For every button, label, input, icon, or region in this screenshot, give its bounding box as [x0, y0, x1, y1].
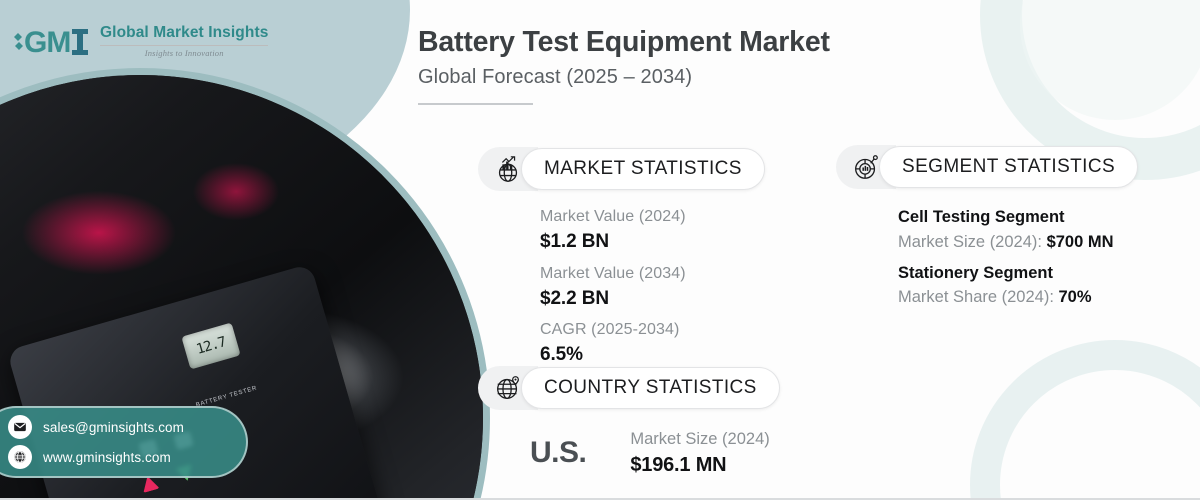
- market-value-2024-label: Market Value (2024): [540, 208, 686, 225]
- segment-0-name: Cell Testing Segment: [898, 208, 1065, 226]
- market-statistics-header: MARKET STATISTICS: [478, 147, 765, 191]
- segment-statistics-pill[interactable]: SEGMENT STATISTICS: [879, 146, 1139, 188]
- market-statistics-section: MARKET STATISTICS Market Value (2024) $1…: [478, 147, 765, 375]
- contact-email: sales@gminsights.com: [43, 419, 185, 435]
- country-metric-value: $196.1 MN: [630, 453, 727, 476]
- globe-icon: [8, 445, 32, 469]
- segment-0-metric-value: $700 MN: [1046, 232, 1114, 251]
- page-subtitle: Global Forecast (2025 – 2034): [418, 65, 693, 88]
- cagr-value: 6.5%: [540, 344, 583, 366]
- segment-statistics-section: SEGMENT STATISTICS Cell Testing Segment …: [836, 145, 1139, 316]
- country-statistics-label: COUNTRY STATISTICS: [544, 377, 757, 398]
- segment-statistics-label: SEGMENT STATISTICS: [902, 156, 1116, 177]
- contact-email-row[interactable]: sales@gminsights.com: [8, 415, 232, 439]
- gmi-logo-icon: GM: [14, 24, 92, 58]
- decorative-circle-top-right: [1020, 0, 1200, 120]
- country-name: U.S.: [530, 435, 587, 469]
- bottom-divider: [0, 498, 1200, 500]
- brand-logo[interactable]: GM Global Market Insights Insights to In…: [14, 24, 269, 58]
- country-statistics-pill[interactable]: COUNTRY STATISTICS: [521, 367, 780, 409]
- contact-website-row[interactable]: www.gminsights.com: [8, 445, 232, 469]
- segment-1-metric: Market Share (2024): 70%: [898, 285, 1138, 310]
- logo-divider: [100, 44, 269, 46]
- cagr-label: CAGR (2025-2034): [540, 321, 680, 339]
- market-statistics-pill[interactable]: MARKET STATISTICS: [521, 148, 765, 190]
- market-value-2034-value: $2.2 BN: [540, 287, 610, 309]
- segment-statistics-header: SEGMENT STATISTICS: [836, 145, 1139, 189]
- segment-1-metric-value: 70%: [1058, 288, 1092, 307]
- contact-website: www.gminsights.com: [43, 449, 171, 465]
- decorative-arc-bottom-right: [970, 340, 1200, 500]
- market-value-2034-label: Market Value (2034): [540, 264, 686, 282]
- brand-tagline: Insights to Innovation: [144, 47, 224, 58]
- market-statistics-body: Market Value (2024) $1.2 BN Market Value…: [478, 205, 765, 368]
- market-value-2024-value: $1.2 BN: [540, 231, 610, 252]
- segment-1-name: Stationery Segment: [898, 263, 1053, 282]
- page-title: Battery Test Equipment Market: [418, 26, 830, 58]
- envelope-icon: [8, 415, 32, 439]
- segment-0-metric-label: Market Size (2024):: [898, 232, 1047, 251]
- brand-name: Global Market Insights: [100, 24, 269, 41]
- segment-0-metric: Market Size (2024): $700 MN: [898, 230, 1138, 255]
- title-block: Battery Test Equipment Market Global For…: [418, 26, 830, 105]
- title-divider: [418, 102, 533, 105]
- svg-text:GM: GM: [24, 26, 70, 58]
- country-statistics-body: U.S. Market Size (2024) $196.1 MN: [478, 428, 780, 478]
- country-statistics-section: COUNTRY STATISTICS U.S. Market Size (202…: [478, 366, 780, 478]
- country-metric-label: Market Size (2024): [630, 430, 770, 448]
- contact-badge: sales@gminsights.com www.gminsights.com: [0, 406, 248, 478]
- country-metric: Market Size (2024) $196.1 MN: [630, 428, 769, 478]
- market-statistics-label: MARKET STATISTICS: [544, 158, 742, 179]
- segment-1-metric-label: Market Share (2024):: [898, 288, 1059, 307]
- country-statistics-header: COUNTRY STATISTICS: [478, 366, 780, 410]
- segment-statistics-body: Cell Testing Segment Market Size (2024):…: [836, 205, 1138, 310]
